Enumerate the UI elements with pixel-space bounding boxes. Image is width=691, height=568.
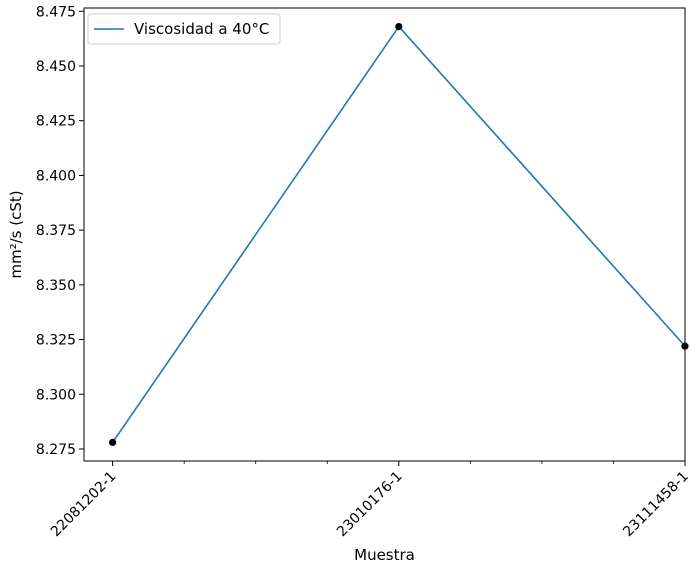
y-tick-label: 8.325 (36, 333, 76, 349)
x-tick-label: 22081202-1 (48, 469, 120, 541)
y-tick-label: 8.450 (36, 59, 76, 75)
y-tick-label: 8.275 (36, 442, 76, 458)
y-tick-label: 8.475 (36, 4, 76, 20)
y-axis: 8.275 8.300 8.325 8.350 8.375 8.400 8.425 8.450… (36, 4, 84, 458)
legend-box (87, 13, 281, 45)
y-tick-label: 8.350 (36, 278, 76, 294)
x-tick-label: 23010176-1 (334, 469, 406, 541)
plot-area (83, 7, 686, 462)
x-axis: 22081202-1 23010176-1 23111458-1 (48, 461, 691, 540)
data-point (395, 23, 403, 31)
legend: Viscosidad a 40°C (87, 13, 281, 45)
y-axis-label: mm²/s (cSt) (7, 190, 25, 278)
x-axis-label: Muestra (354, 546, 415, 564)
y-tick-label: 8.425 (36, 114, 76, 130)
data-point (681, 342, 689, 350)
series-line (111, 25, 686, 443)
y-tick-label: 8.400 (36, 168, 76, 184)
y-tick-label: 8.375 (36, 223, 76, 239)
series-layer (109, 23, 689, 446)
legend-entry-label: Viscosidad a 40°C (134, 20, 269, 38)
y-tick-label: 8.300 (36, 387, 76, 403)
x-tick-label: 23111458-1 (620, 469, 691, 541)
data-point (109, 438, 117, 446)
